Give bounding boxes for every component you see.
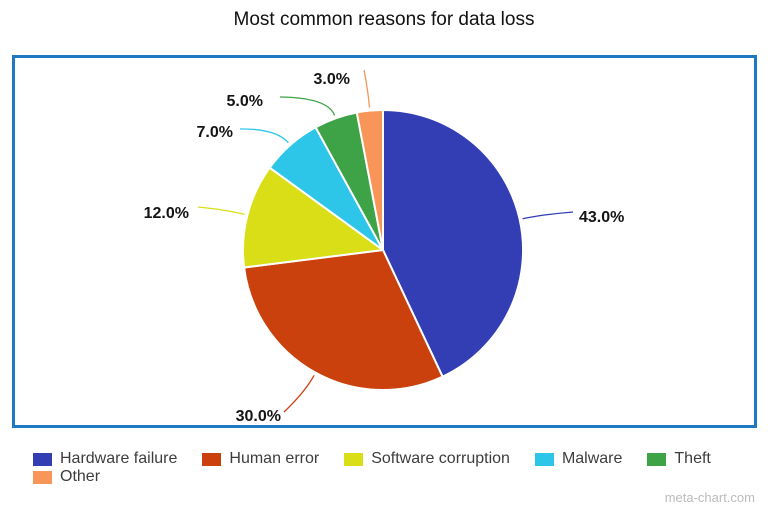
callout-line-software-corruption [197, 206, 245, 216]
callout-line-other [363, 69, 371, 108]
legend-swatch-other [33, 470, 52, 484]
legend-item-theft: Theft [647, 450, 711, 467]
callout-line-theft [279, 96, 336, 116]
legend-swatch-human-error [202, 452, 222, 466]
pie-slice-hardware-failure [382, 109, 525, 378]
legend-item-human-error: Human error [202, 450, 320, 467]
pie-slice-other [355, 109, 384, 251]
chart-title: Most common reasons for data loss [233, 9, 535, 30]
percent-label-malware: 7.0% [197, 124, 233, 141]
legend-swatch-theft [647, 452, 667, 466]
legend-label-human-error: Human error [229, 450, 320, 467]
legend-item-other: Other [33, 468, 101, 485]
pie-slice-software-corruption [242, 166, 384, 269]
legend-swatch-malware [534, 452, 554, 466]
legend-item-malware: Malware [534, 450, 623, 467]
percent-label-other: 3.0% [314, 71, 350, 88]
legend-label-other: Other [60, 468, 101, 485]
chart-legend: Hardware failure Human error Software corr… [33, 450, 745, 485]
callout-line-hardware-failure [522, 211, 574, 220]
pie-slice-human-error [243, 249, 444, 391]
legend-item-hardware-failure: Hardware failure [33, 450, 178, 467]
callout-line-malware [239, 128, 289, 144]
percent-label-human-error: 30.0% [236, 408, 281, 425]
callout-line-human-error [283, 374, 315, 413]
legend-swatch-hardware-failure [33, 452, 52, 466]
legend-label-hardware-failure: Hardware failure [60, 450, 178, 467]
percent-label-software-corruption: 12.0% [144, 205, 189, 222]
legend-label-theft: Theft [674, 450, 711, 467]
percent-label-hardware-failure: 43.0% [579, 209, 624, 226]
legend-label-malware: Malware [561, 450, 623, 467]
legend-swatch-software-corruption [344, 452, 364, 466]
watermark-text: meta-chart.com [664, 490, 755, 505]
legend-label-software-corruption: Software corruption [371, 450, 510, 467]
percent-label-theft: 5.0% [227, 93, 263, 110]
legend-item-software-corruption: Software corruption [344, 450, 510, 467]
